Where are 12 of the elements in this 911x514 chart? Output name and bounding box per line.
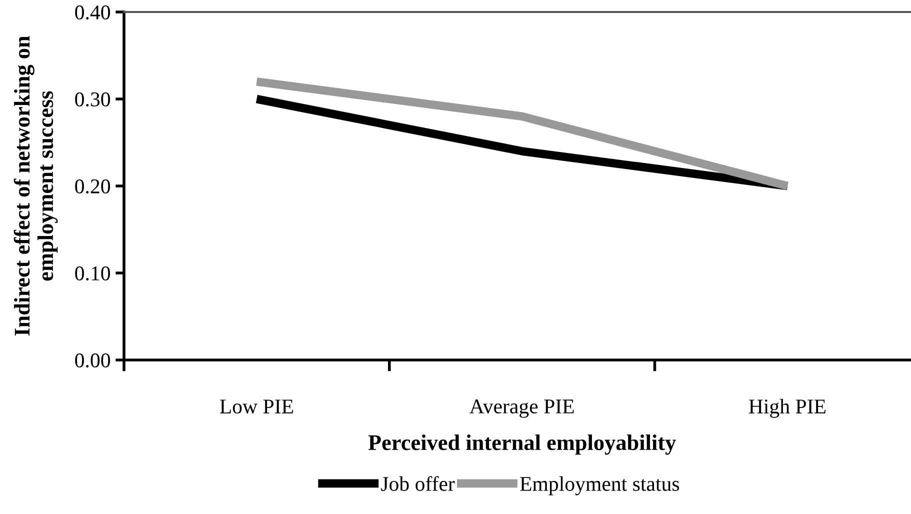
legend-label: Job offer: [381, 476, 455, 491]
legend-label: Employment status: [520, 476, 680, 496]
x-axis-title: Perceived internal employability: [368, 434, 676, 455]
x-tick-label: Average PIE: [470, 400, 574, 418]
y-tick-label: 0.00: [75, 353, 110, 368]
y-axis-title: Indirect effect of networking on employment success: [14, 36, 58, 336]
y-tick-label: 0.30: [75, 92, 110, 107]
y-tick-label: 0.10: [75, 266, 110, 281]
x-tick-label: High PIE: [748, 398, 826, 418]
y-tick-label: 0.20: [75, 179, 110, 194]
y-tick-label: 0.40: [75, 5, 110, 20]
x-tick-label: Low PIE: [220, 400, 293, 414]
